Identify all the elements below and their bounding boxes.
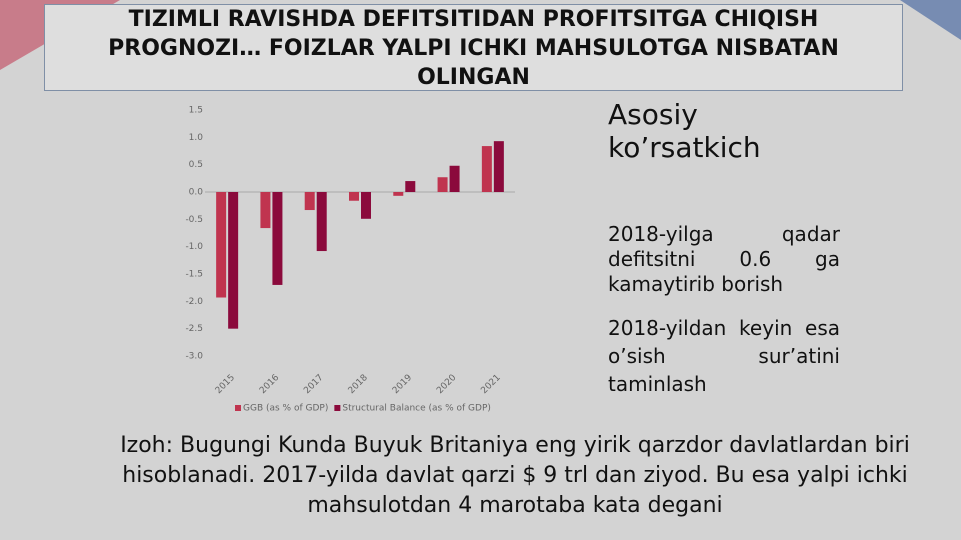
y-tick-label: -1.5 <box>185 270 203 280</box>
x-tick-label: 2016 <box>258 373 281 396</box>
bar <box>228 192 239 329</box>
x-tick-label: 2018 <box>347 373 370 396</box>
bar <box>304 192 315 211</box>
y-tick-label: 1.5 <box>189 106 203 116</box>
heading: Asosiy ko’rsatkich <box>608 98 761 164</box>
bar <box>481 146 492 192</box>
y-tick-label: 0.5 <box>189 160 203 170</box>
x-tick-label: 2019 <box>391 373 414 396</box>
bar <box>316 192 327 252</box>
y-tick-label: -2.0 <box>185 297 203 307</box>
paragraph: 2018-yilga qadar defitsitni 0.6 ga kamay… <box>608 222 840 296</box>
x-tick-label: 2017 <box>302 373 325 396</box>
bar <box>349 192 359 201</box>
bar <box>437 177 448 192</box>
x-tick-label: 2015 <box>214 373 237 396</box>
y-tick-label: 0.0 <box>189 188 204 198</box>
y-tick-label: -0.5 <box>185 215 203 225</box>
paragraph: 2018-yildan keyin esa o’sish sur’atini t… <box>608 316 840 396</box>
legend-swatch <box>334 405 341 411</box>
y-tick-label: -3.0 <box>185 352 203 362</box>
bar <box>216 192 227 298</box>
legend-label: Structural Balance (as % of GDP) <box>342 404 491 414</box>
bar <box>272 192 283 285</box>
slide-title: TIZIMLI RAVISHDA DEFITSITIDAN PROFITSITG… <box>44 4 903 91</box>
y-tick-label: -1.0 <box>185 242 203 252</box>
bar <box>493 141 504 192</box>
x-tick-label: 2020 <box>435 373 458 396</box>
bar <box>405 181 416 192</box>
bar <box>361 192 371 219</box>
legend-label: GGB (as % of GDP) <box>243 404 328 414</box>
bar <box>260 192 271 229</box>
y-tick-label: -2.5 <box>185 324 203 334</box>
decoration <box>900 0 961 40</box>
y-tick-label: 1.0 <box>189 133 204 143</box>
legend-swatch <box>235 405 241 411</box>
bar <box>449 165 460 192</box>
note: Izoh: Bugungi Kunda Buyuk Britaniya eng … <box>120 433 910 518</box>
bar <box>393 192 404 196</box>
x-tick-label: 2021 <box>479 373 502 396</box>
